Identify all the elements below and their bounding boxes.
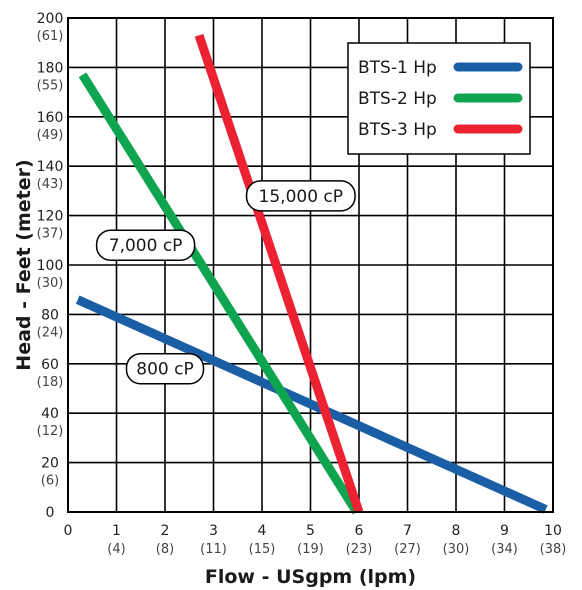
x-tick-label: 10 <box>544 523 562 539</box>
y-tick-labels: 0 20 (6) 40 (12) 60 (18) 80 (24) 100 (30) 120 (37) 14… <box>37 11 64 521</box>
y-tick-sublabel: (24) <box>37 325 64 340</box>
annotation-box <box>95 229 196 261</box>
y-tick-sublabel: (18) <box>37 375 64 390</box>
y-tick-sublabel: (43) <box>37 177 64 192</box>
x-tick-sublabel: (23) <box>346 542 373 557</box>
legend: BTS-1 Hp BTS-2 Hp BTS-3 Hp <box>347 42 531 155</box>
series-line-1 <box>75 295 548 514</box>
y-tick-label: 160 <box>37 110 64 126</box>
y-tick-label: 120 <box>37 209 64 225</box>
y-tick-label: 100 <box>37 258 64 274</box>
y-tick-label: 20 <box>41 456 59 472</box>
y-tick-sublabel: (37) <box>37 227 64 242</box>
y-tick-sublabel: (55) <box>37 78 64 93</box>
x-tick-label: 9 <box>500 523 509 539</box>
y-tick-sublabel: (6) <box>41 474 59 489</box>
annotation-label: 15,000 cP <box>259 187 344 207</box>
y-tick-label: 140 <box>37 159 64 175</box>
x-tick-label: 3 <box>209 523 218 539</box>
y-axis-title: Head - Feet (meter) <box>13 159 35 370</box>
y-tick-label: 60 <box>41 357 59 373</box>
plot-frame <box>67 17 554 513</box>
y-tick-label: 200 <box>37 11 64 27</box>
annotation-box <box>125 352 205 385</box>
x-tick-sublabel: (8) <box>156 542 174 557</box>
x-tick-sublabel: (11) <box>200 542 227 557</box>
y-tick-label: 180 <box>37 60 64 76</box>
x-tick-sublabel: (15) <box>249 542 276 557</box>
x-tick-labels: 0 1 (4) 2 (8) 3 (11) 4 (15) 5 (19) 6 (23) 7 (27) 8 (30) 9… <box>64 523 567 557</box>
legend-label: BTS-3 Hp <box>358 120 437 140</box>
legend-label: BTS-1 Hp <box>358 58 437 78</box>
x-tick-sublabel: (34) <box>491 542 518 557</box>
y-tick-label: 80 <box>41 307 59 323</box>
series-line-2 <box>78 72 361 515</box>
x-tick-label: 7 <box>403 523 412 539</box>
annotation-label: 800 cP <box>136 360 193 380</box>
x-tick-label: 5 <box>306 523 315 539</box>
series-lines <box>75 33 548 515</box>
x-tick-label: 6 <box>355 523 364 539</box>
y-tick-sublabel: (30) <box>37 276 64 291</box>
y-tick-sublabel: (49) <box>37 128 64 143</box>
y-tick-label: 0 <box>46 505 55 521</box>
viscosity-annotations: 800 cP 7,000 cP 15,000 cP <box>95 180 356 385</box>
y-tick-sublabel: (12) <box>37 424 64 439</box>
x-tick-sublabel: (4) <box>107 542 125 557</box>
x-tick-sublabel: (19) <box>297 542 324 557</box>
x-tick-sublabel: (27) <box>394 542 421 557</box>
series-line-3 <box>194 33 364 514</box>
legend-label: BTS-2 Hp <box>358 89 437 109</box>
x-tick-label: 1 <box>112 523 121 539</box>
x-tick-label: 2 <box>161 523 170 539</box>
y-tick-label: 40 <box>41 406 59 422</box>
annotation-box <box>245 180 356 212</box>
annotation-label: 7,000 cP <box>109 236 183 256</box>
x-tick-label: 8 <box>452 523 461 539</box>
x-tick-sublabel: (38) <box>540 542 567 557</box>
x-tick-label: 4 <box>258 523 267 539</box>
x-tick-sublabel: (30) <box>443 542 470 557</box>
x-tick-label: 0 <box>64 523 73 539</box>
y-tick-sublabel: (61) <box>37 29 64 44</box>
x-axis-title: Flow - USgpm (lpm) <box>205 566 416 588</box>
